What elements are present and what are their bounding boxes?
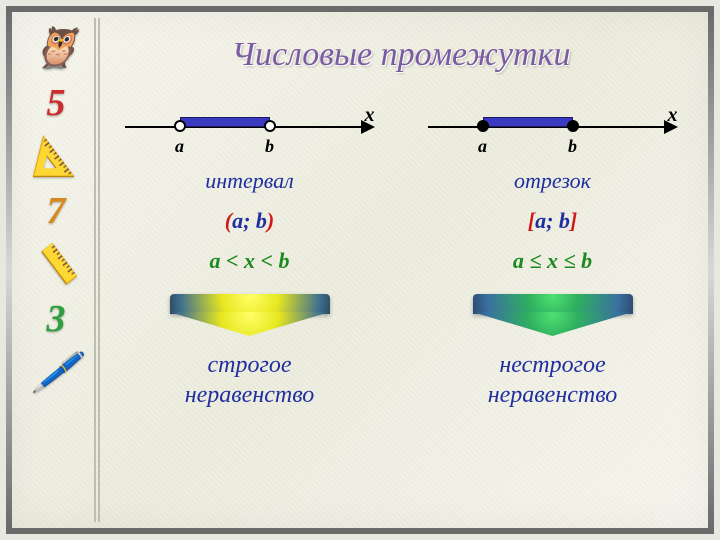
var-a: a (535, 208, 546, 233)
segment-bar (483, 117, 573, 127)
var-b: b (256, 208, 267, 233)
down-arrow-green (473, 294, 633, 336)
digit-7-icon: 7 (47, 192, 66, 230)
label-x: x (668, 104, 678, 127)
conclusion-line1: нестрогое (499, 352, 605, 378)
bracket-open: ( (225, 208, 232, 233)
var-b: b (559, 208, 570, 233)
label-b: b (265, 136, 274, 157)
digit-5-icon: 5 (47, 84, 66, 122)
segment-inequality: a ≤ x ≤ b (513, 248, 592, 274)
point-a-filled (477, 120, 489, 132)
arrow-body (170, 294, 330, 314)
point-b-open (264, 120, 276, 132)
point-b-filled (567, 120, 579, 132)
segment-conclusion: нестрогое неравенство (488, 350, 618, 410)
segment-number-line: a b x (428, 104, 678, 154)
interval-number-line: a b x (125, 104, 375, 154)
pencil-cup-icon: 🖊️ (32, 354, 79, 392)
decorative-sidebar: 🦉 5 📐 7 📏 3 🖊️ (18, 18, 100, 522)
conclusion-line2: неравенство (488, 382, 618, 408)
segment-column: a b x отрезок [a; b] a ≤ x ≤ b нестрогое… (411, 104, 694, 410)
interval-column: a b x интервал (a; b) a < x < b строгое … (108, 104, 391, 410)
interval-type-label: интервал (205, 168, 294, 194)
main-content: Числовые промежутки a b x интервал (a; b… (108, 26, 694, 514)
conclusion-line1: строгое (208, 352, 292, 378)
var-a: a (232, 208, 243, 233)
arrow-tip-icon (473, 312, 633, 336)
label-a: a (478, 136, 487, 157)
bracket-open: [ (528, 208, 535, 233)
owl-icon: 🦉 (31, 28, 81, 68)
page-title: Числовые промежутки (108, 36, 694, 74)
label-x: x (365, 104, 375, 127)
arrow-body (473, 294, 633, 314)
point-a-open (174, 120, 186, 132)
bracket-close: ) (267, 208, 274, 233)
label-b: b (568, 136, 577, 157)
digit-3-icon: 3 (47, 300, 66, 338)
bracket-close: ] (570, 208, 577, 233)
sep: ; (546, 208, 559, 233)
two-columns: a b x интервал (a; b) a < x < b строгое … (108, 104, 694, 410)
slide-frame: 🦉 5 📐 7 📏 3 🖊️ Числовые промежутки a b x (6, 6, 714, 534)
interval-inequality: a < x < b (209, 248, 289, 274)
label-a: a (175, 136, 184, 157)
set-square-icon: 📐 (32, 138, 79, 176)
compass-icon: 📏 (32, 246, 79, 284)
conclusion-line2: неравенство (185, 382, 315, 408)
down-arrow-yellow (170, 294, 330, 336)
sep: ; (243, 208, 256, 233)
arrow-tip-icon (170, 312, 330, 336)
interval-segment (180, 117, 270, 127)
segment-type-label: отрезок (514, 168, 591, 194)
interval-conclusion: строгое неравенство (185, 350, 315, 410)
interval-notation: (a; b) (225, 208, 274, 234)
segment-notation: [a; b] (528, 208, 577, 234)
